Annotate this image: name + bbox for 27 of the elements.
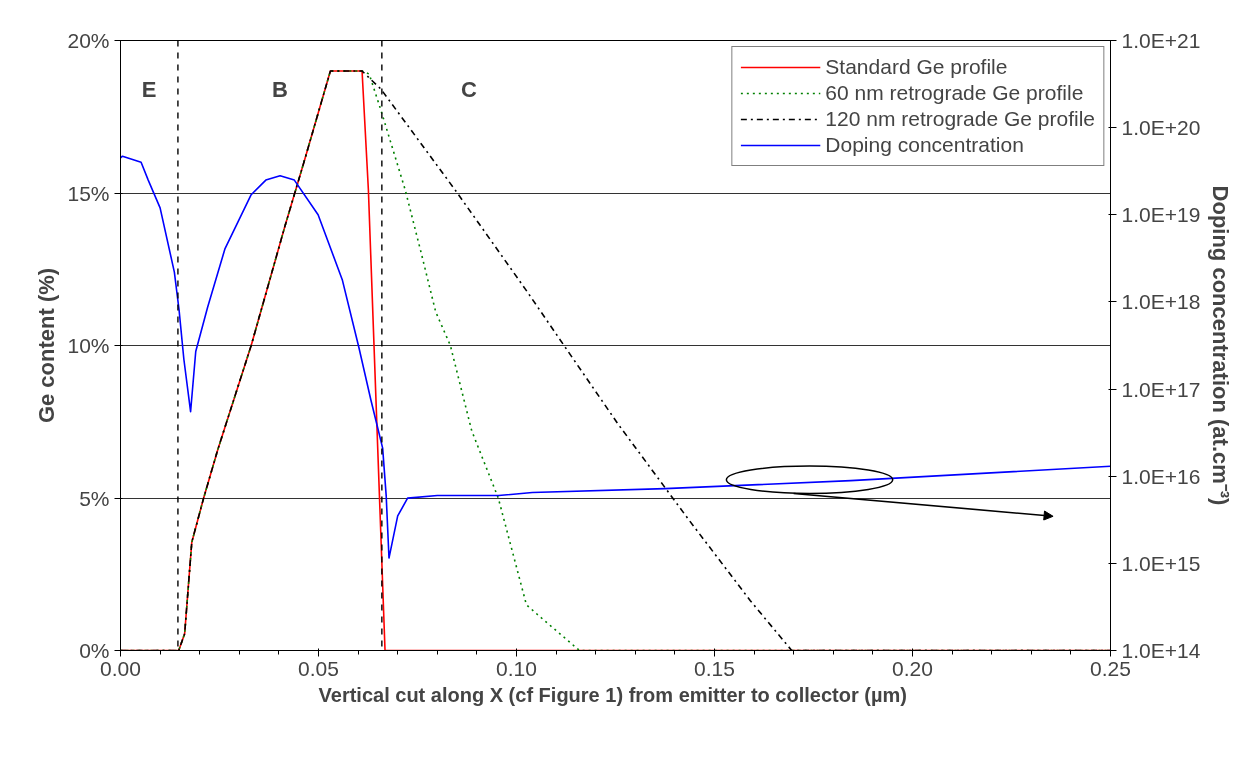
- y-tick-label: 15%: [67, 181, 110, 205]
- x-axis-title: Vertical cut along X (cf Figure 1) from emitter to collector (µm): [318, 683, 907, 706]
- y2-tick-label: 1.0E+17: [1121, 377, 1201, 401]
- y2-tick-label: 1.0E+14: [1121, 639, 1201, 662]
- legend-label: Doping concentration: [825, 133, 1024, 157]
- x-tick-label: 0.15: [694, 656, 735, 680]
- y2-axis-title: Doping concentration (at.cm⁻³): [1208, 185, 1234, 506]
- annotation: C: [461, 76, 478, 102]
- y-tick-label: 5%: [79, 486, 110, 510]
- y-tick-label: 20%: [67, 29, 110, 52]
- y-tick-label: 10%: [67, 334, 110, 357]
- legend-label: 60 nm retrograde Ge profile: [825, 81, 1084, 105]
- y2-tick-label: 1.0E+18: [1121, 290, 1201, 314]
- y-tick-label: 0%: [79, 639, 110, 662]
- annotation: E: [141, 76, 157, 102]
- legend-label: Standard Ge profile: [825, 55, 1008, 79]
- annotation: B: [271, 76, 288, 102]
- x-tick-label: 0.10: [496, 656, 537, 680]
- legend-label: 120 nm retrograde Ge profile: [825, 107, 1095, 131]
- y-axis-title: Ge content (%): [34, 267, 60, 424]
- y2-tick-label: 1.0E+20: [1121, 116, 1201, 140]
- x-tick-label: 0.20: [892, 656, 933, 680]
- y2-tick-label: 1.0E+16: [1121, 464, 1201, 488]
- y2-tick-label: 1.0E+19: [1121, 203, 1201, 227]
- y2-tick-label: 1.0E+15: [1121, 551, 1201, 575]
- y2-tick-label: 1.0E+21: [1121, 29, 1201, 52]
- x-tick-label: 0.05: [298, 656, 339, 680]
